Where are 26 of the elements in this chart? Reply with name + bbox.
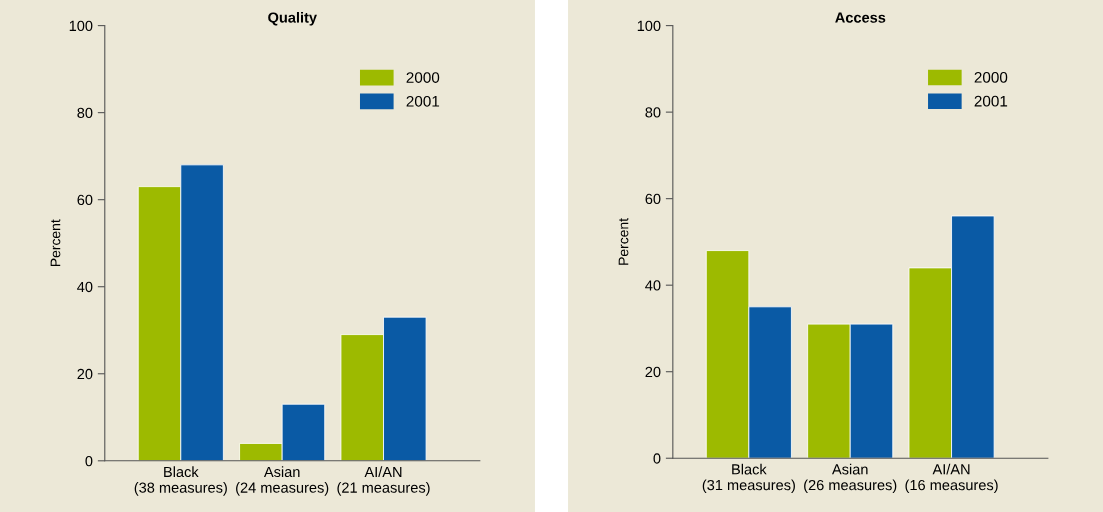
y-axis-title: Percent bbox=[50, 219, 61, 266]
x-tick-label: AI/AN (21 measures) bbox=[337, 466, 430, 496]
x-tick-label: Black (38 measures) bbox=[134, 466, 227, 496]
x-tick-label: AI/AN (16 measures) bbox=[905, 463, 998, 494]
y-tick-label: 60 bbox=[645, 193, 661, 205]
y-tick-label: 80 bbox=[77, 107, 93, 119]
x-tick-label: Asian (24 measures) bbox=[236, 466, 329, 496]
chart-title: Access bbox=[835, 12, 886, 23]
chart-title: Quality bbox=[268, 12, 317, 26]
y-tick-label: 100 bbox=[69, 20, 93, 32]
x-tick-label: Asian (26 measures) bbox=[804, 463, 897, 494]
y-tick-label: 40 bbox=[645, 280, 661, 291]
y-tick-label: 60 bbox=[77, 194, 93, 206]
y-axis-title: Percent bbox=[618, 218, 629, 265]
legend-label: 2001 bbox=[406, 95, 440, 107]
x-tick-label: Black (31 measures) bbox=[702, 463, 795, 494]
y-tick-label: 20 bbox=[645, 366, 661, 378]
y-tick-label: 80 bbox=[645, 107, 661, 118]
y-tick-label: 40 bbox=[77, 281, 93, 293]
legend-label: 2000 bbox=[974, 71, 1008, 83]
y-tick-label: 20 bbox=[77, 368, 93, 380]
legend-label: 2001 bbox=[974, 95, 1008, 107]
y-tick-label: 0 bbox=[653, 453, 661, 464]
y-tick-label: 100 bbox=[637, 20, 661, 32]
legend-label: 2000 bbox=[406, 72, 440, 83]
y-tick-label: 0 bbox=[85, 455, 93, 467]
